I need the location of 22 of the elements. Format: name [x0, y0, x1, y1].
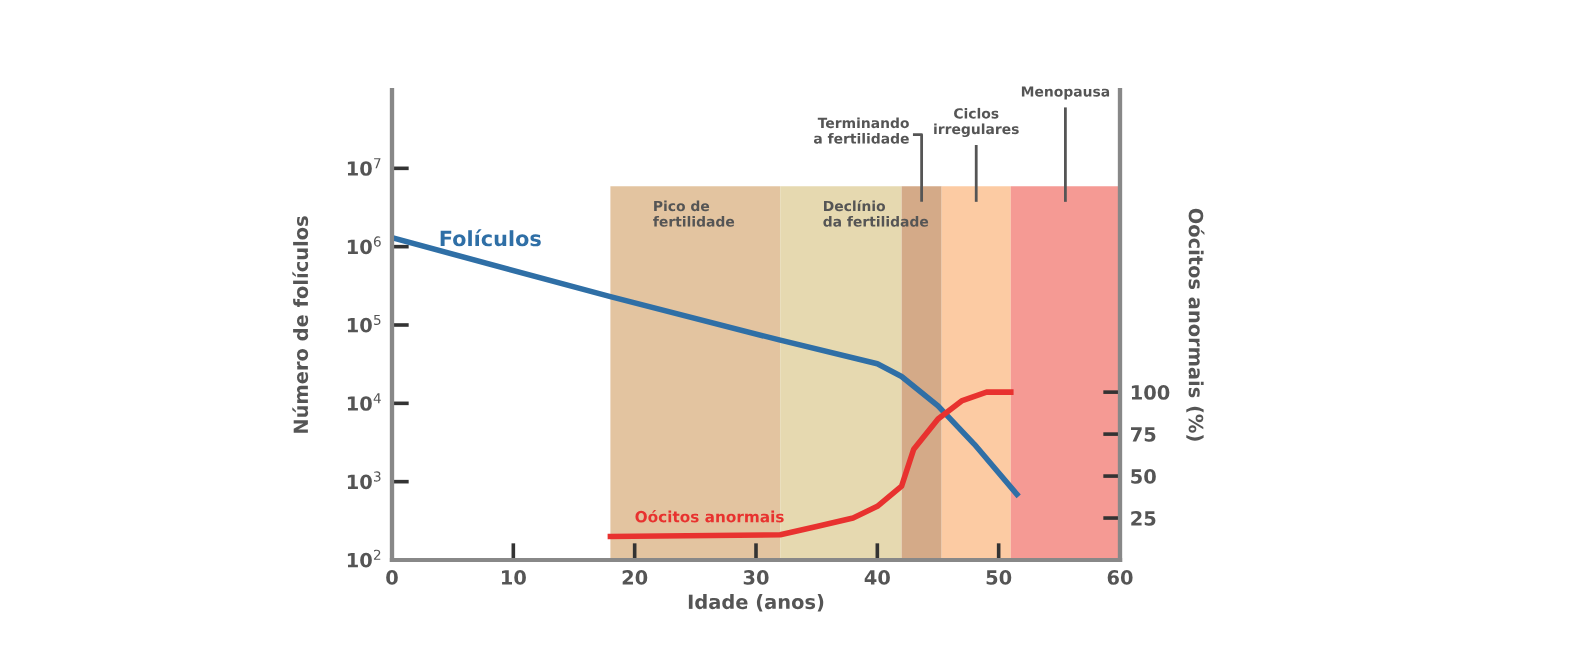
- y2-tick-label: 25: [1131, 510, 1156, 526]
- x-tick-label: 40: [864, 570, 890, 585]
- x-tick-label: 30: [743, 570, 769, 585]
- y-tick-label: 10$^{3}$: [347, 471, 381, 490]
- y-axis-title: Número de folículos: [292, 216, 309, 433]
- y-tick-label: 10$^{5}$: [347, 314, 381, 333]
- x-tick-label: 10: [502, 570, 526, 585]
- series-label: Folículos: [440, 229, 541, 247]
- x-tick-label: 20: [622, 570, 648, 585]
- y2-tick-label: 75: [1131, 427, 1156, 442]
- y-tick-label: 10$^{7}$: [347, 158, 381, 176]
- y2-tick-label: 50: [1131, 469, 1156, 484]
- y2-axis-title: Oócitos anormais (%): [1186, 208, 1205, 441]
- y-tick-label: 10$^{4}$: [347, 393, 381, 411]
- x-tick-label: 0: [386, 570, 398, 585]
- line-series: [607, 389, 1014, 540]
- y2-tick-label: 100: [1131, 385, 1170, 400]
- y-tick-label: 10$^{6}$: [347, 236, 381, 255]
- x-tick-label: 60: [1107, 570, 1133, 585]
- y-tick-label: 10$^{2}$: [347, 549, 381, 568]
- x-tick-label: 50: [986, 570, 1012, 585]
- x-axis-title: Idade (anos): [688, 594, 824, 612]
